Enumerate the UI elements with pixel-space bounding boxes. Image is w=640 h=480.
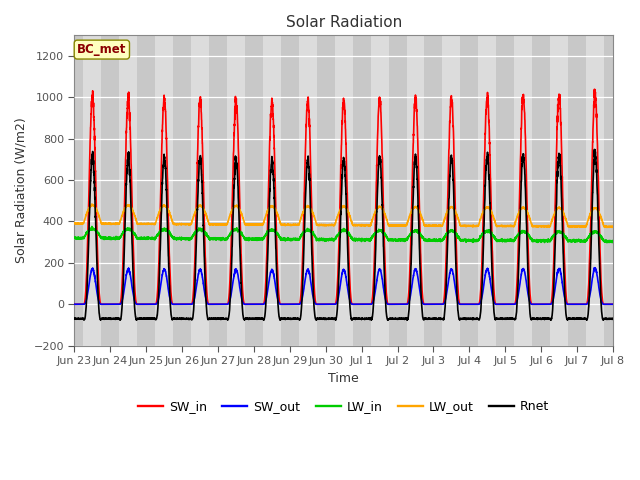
Text: BC_met: BC_met xyxy=(77,43,127,56)
LW_out xyxy=(609,224,617,229)
Rnet xyxy=(70,316,78,322)
Bar xyxy=(362,36,371,346)
Bar xyxy=(290,36,299,346)
Rnet xyxy=(609,316,616,322)
LW_in xyxy=(609,238,617,244)
Rnet xyxy=(591,147,598,153)
Bar xyxy=(496,36,505,346)
LW_in xyxy=(168,232,175,238)
Bar xyxy=(397,36,406,346)
Bar xyxy=(604,36,613,346)
Bar xyxy=(209,36,218,346)
Bar xyxy=(353,36,362,346)
LW_out xyxy=(168,215,175,221)
SW_out xyxy=(465,301,472,307)
Rnet xyxy=(435,316,442,322)
LW_in xyxy=(603,240,611,246)
Bar xyxy=(218,36,227,346)
SW_out xyxy=(435,301,442,307)
Bar xyxy=(505,36,514,346)
Bar xyxy=(74,36,83,346)
Legend: SW_in, SW_out, LW_in, LW_out, Rnet: SW_in, SW_out, LW_in, LW_out, Rnet xyxy=(133,396,554,418)
SW_out xyxy=(591,265,598,271)
LW_out xyxy=(609,224,616,229)
LW_out xyxy=(88,201,96,207)
SW_in xyxy=(168,293,175,299)
Rnet xyxy=(296,317,303,323)
Line: Rnet: Rnet xyxy=(74,150,613,320)
Bar xyxy=(245,36,254,346)
Bar xyxy=(424,36,433,346)
SW_out xyxy=(324,301,332,307)
Rnet xyxy=(168,312,175,318)
Bar xyxy=(433,36,442,346)
Line: SW_out: SW_out xyxy=(74,268,613,304)
Bar xyxy=(254,36,263,346)
SW_in xyxy=(435,301,442,307)
SW_in xyxy=(591,86,598,92)
Rnet xyxy=(465,316,472,322)
Line: LW_in: LW_in xyxy=(74,227,613,243)
Line: LW_out: LW_out xyxy=(74,204,613,228)
LW_out xyxy=(435,223,442,228)
LW_out xyxy=(324,222,332,228)
SW_out xyxy=(609,301,617,307)
LW_in xyxy=(70,235,78,240)
Rnet xyxy=(495,316,502,322)
SW_in xyxy=(465,301,472,307)
Bar xyxy=(577,36,586,346)
SW_in xyxy=(70,301,78,307)
Bar xyxy=(568,36,577,346)
SW_out xyxy=(70,301,78,307)
X-axis label: Time: Time xyxy=(328,372,359,384)
Rnet xyxy=(324,316,332,322)
Bar xyxy=(469,36,478,346)
Bar xyxy=(532,36,541,346)
Bar xyxy=(388,36,397,346)
LW_out xyxy=(603,225,611,230)
LW_out xyxy=(495,223,502,229)
LW_in xyxy=(88,224,96,229)
Bar xyxy=(460,36,469,346)
Bar xyxy=(147,36,156,346)
SW_in xyxy=(324,301,332,307)
Title: Solar Radiation: Solar Radiation xyxy=(285,15,402,30)
Bar xyxy=(110,36,119,346)
LW_in xyxy=(609,238,616,244)
Bar xyxy=(101,36,110,346)
Bar xyxy=(182,36,191,346)
Bar xyxy=(317,36,326,346)
Bar xyxy=(173,36,182,346)
LW_out xyxy=(465,223,472,228)
SW_out xyxy=(495,301,502,307)
Bar xyxy=(281,36,290,346)
Line: SW_in: SW_in xyxy=(74,89,613,304)
LW_out xyxy=(70,220,78,226)
Rnet xyxy=(609,316,617,322)
LW_in xyxy=(324,237,332,243)
SW_out xyxy=(609,301,616,307)
LW_in xyxy=(465,237,472,243)
Bar xyxy=(541,36,550,346)
SW_in xyxy=(495,301,502,307)
SW_out xyxy=(168,300,175,306)
Bar xyxy=(138,36,147,346)
Y-axis label: Solar Radiation (W/m2): Solar Radiation (W/m2) xyxy=(15,118,28,264)
SW_in xyxy=(609,301,616,307)
Bar xyxy=(326,36,335,346)
LW_in xyxy=(495,238,502,243)
SW_in xyxy=(609,301,617,307)
LW_in xyxy=(435,237,442,243)
